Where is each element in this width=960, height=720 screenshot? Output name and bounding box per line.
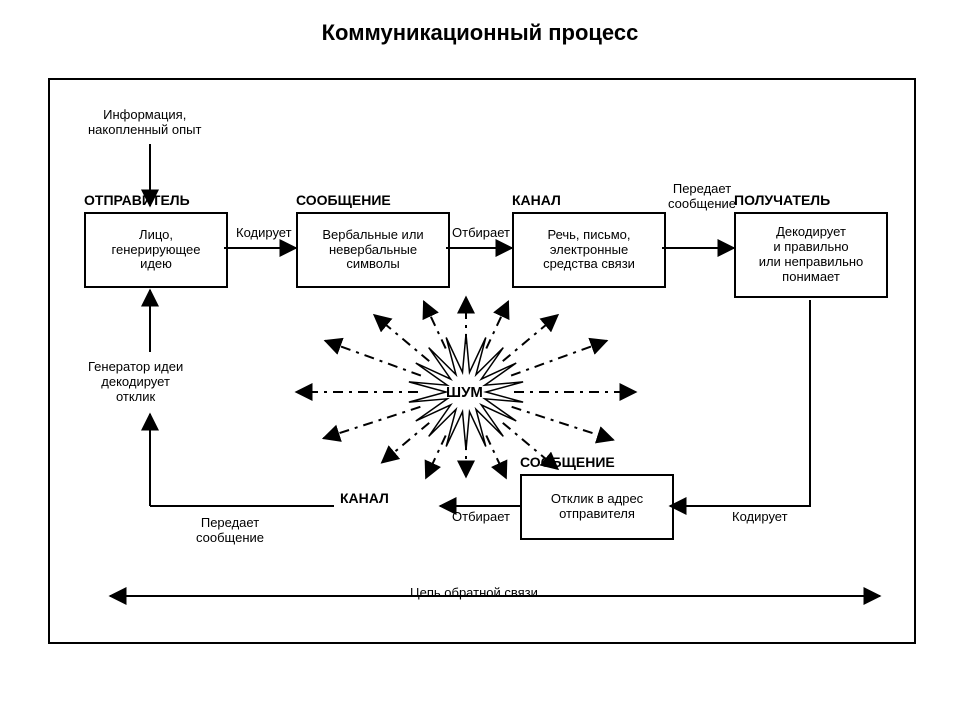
label-otb2: Отбирает (452, 510, 510, 525)
label-otb1: Отбирает (452, 226, 510, 241)
label-gen: Генератор идеи декодирует отклик (88, 360, 183, 405)
node-sender: Лицо, генерирующее идею (84, 212, 228, 288)
header-message1: СООБЩЕНИЕ (296, 192, 391, 208)
node-channel-text: Речь, письмо, электронные средства связи (543, 228, 635, 273)
header-channel: КАНАЛ (512, 192, 561, 208)
page-title: Коммуникационный процесс (0, 20, 960, 46)
header-receiver: ПОЛУЧАТЕЛЬ (734, 192, 830, 208)
node-message2-text: Отклик в адрес отправителя (551, 492, 643, 522)
node-receiver-text: Декодирует и правильно или неправильно п… (759, 225, 864, 285)
label-noise: ШУМ (446, 384, 483, 401)
header-sender: ОТПРАВИТЕЛЬ (84, 192, 190, 208)
label-kod1: Кодирует (236, 226, 292, 241)
node-message2: Отклик в адрес отправителя (520, 474, 674, 540)
header-message2: СООБЩЕНИЕ (520, 454, 615, 470)
node-channel: Речь, письмо, электронные средства связи (512, 212, 666, 288)
label-pered2: Передает сообщение (196, 516, 264, 546)
diagram-page: Коммуникационный процесс ОТПРАВИТЕЛЬ Лиц… (0, 0, 960, 720)
label-kod2: Кодирует (732, 510, 788, 525)
node-message1: Вербальные или невербальные символы (296, 212, 450, 288)
label-feedback: Цепь обратной связи (410, 586, 538, 601)
node-receiver: Декодирует и правильно или неправильно п… (734, 212, 888, 298)
label-kanal2: КАНАЛ (340, 490, 389, 506)
label-info: Информация, накопленный опыт (88, 108, 201, 138)
node-message1-text: Вербальные или невербальные символы (322, 228, 423, 273)
node-sender-text: Лицо, генерирующее идею (112, 228, 201, 273)
label-pered1: Передает сообщение (668, 182, 736, 212)
